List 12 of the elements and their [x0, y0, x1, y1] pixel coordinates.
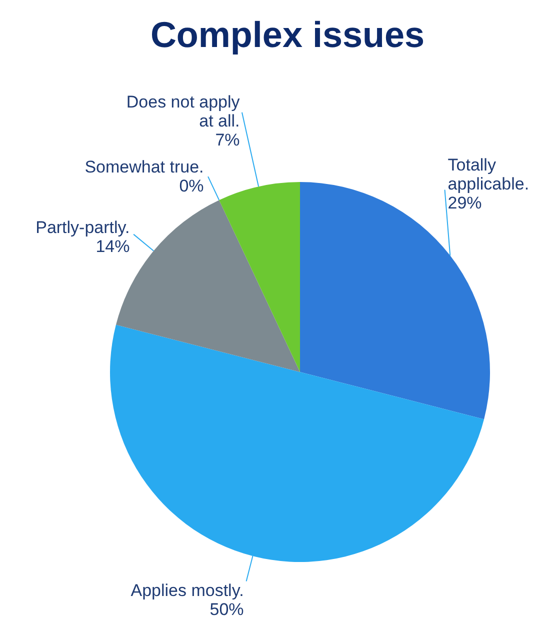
slice-label: Applies mostly.	[130, 580, 244, 600]
data-label: 29%	[448, 194, 482, 213]
data-label: 14%	[96, 236, 130, 256]
text: 0%	[179, 176, 204, 196]
slice-label: Totally applicable.	[448, 156, 530, 194]
slice-label: Does not apply at all.	[126, 92, 240, 131]
pie-slice	[219, 182, 300, 372]
chart-title: Complex issues	[150, 14, 425, 55]
category-label: Somewhat true.	[84, 158, 204, 177]
data-label: 7%	[215, 130, 240, 150]
data-label: 50%	[210, 600, 244, 619]
slice-label: Partly-partly.	[36, 218, 130, 237]
